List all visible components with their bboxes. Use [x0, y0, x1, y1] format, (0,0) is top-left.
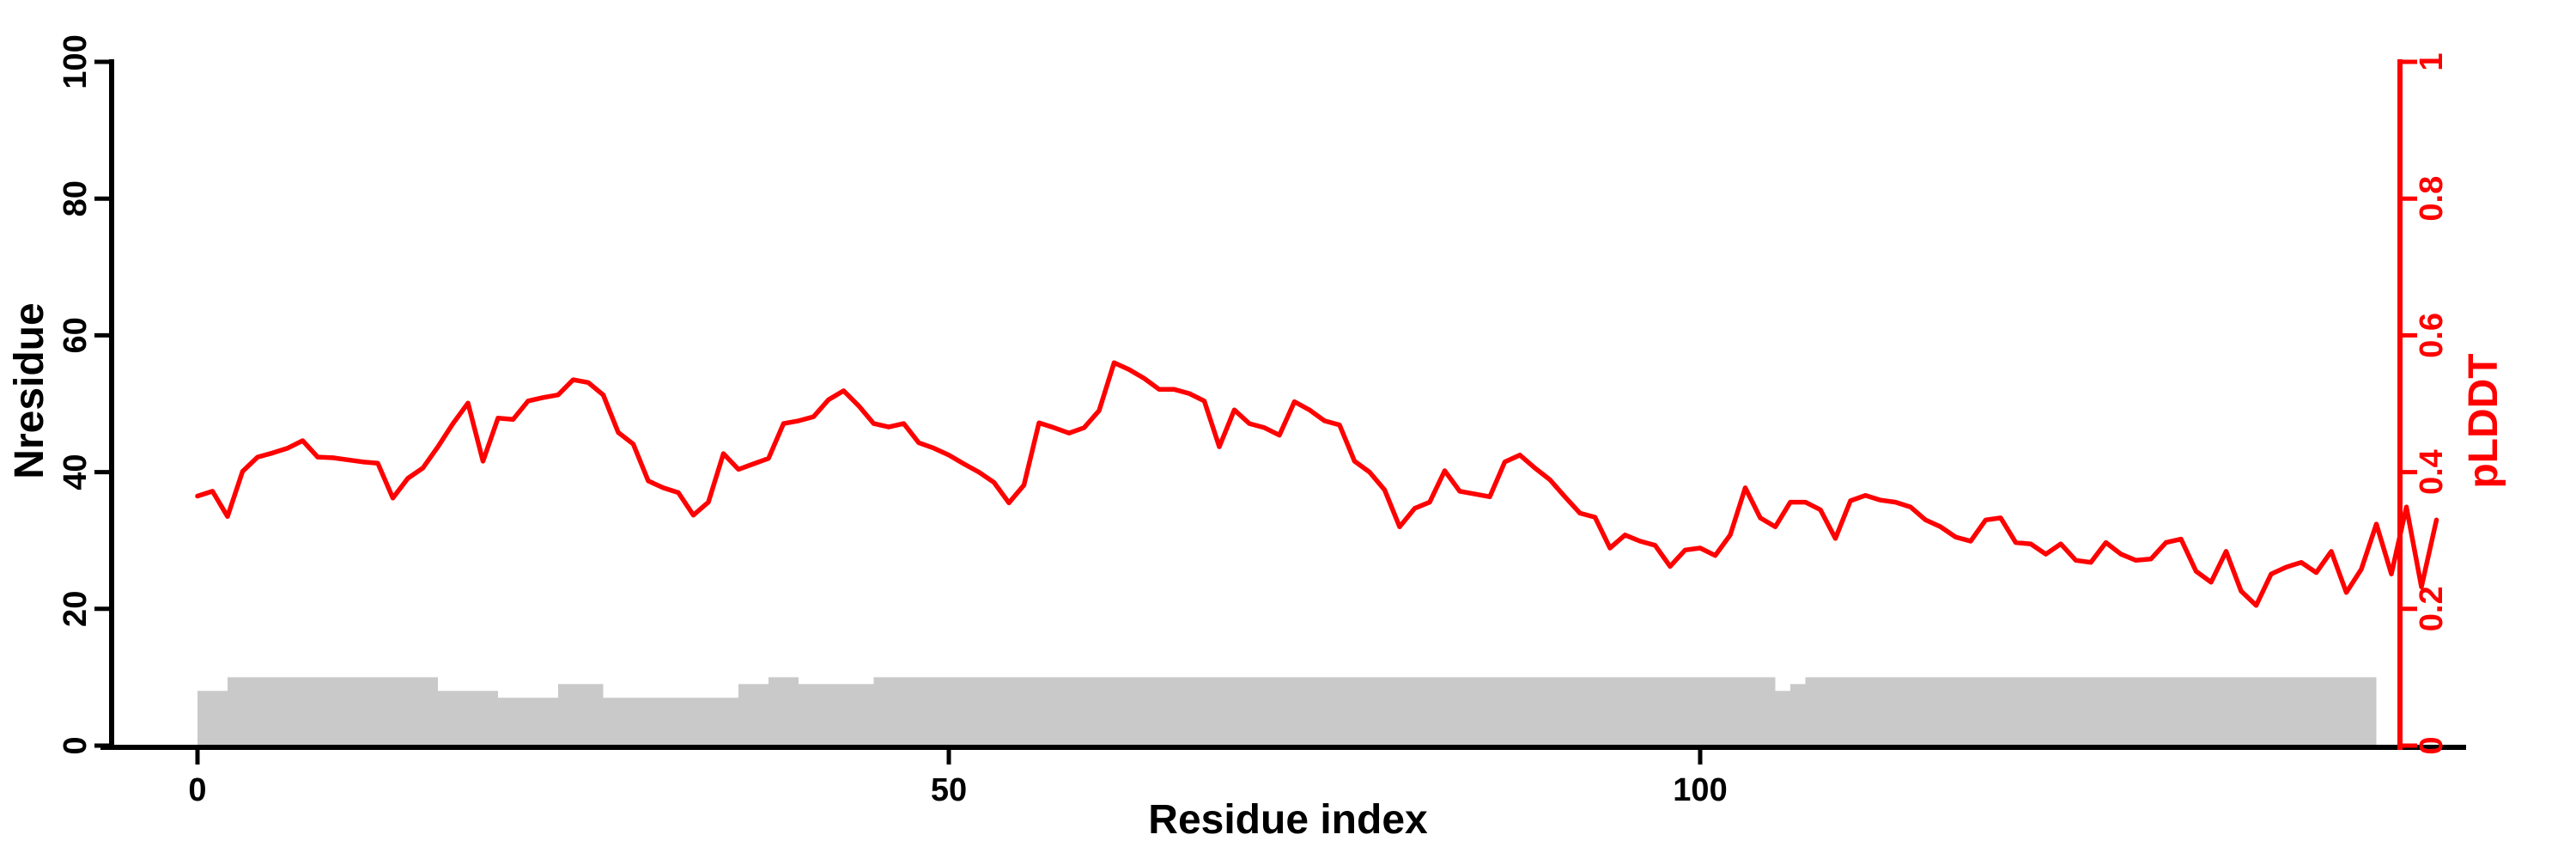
- nresidue-bar-segment: [228, 677, 438, 747]
- nresidue-bar-segment: [769, 677, 799, 747]
- left-axis-title: Nresidue: [7, 302, 52, 478]
- nresidue-bar-segment: [498, 698, 558, 747]
- right-axis-tick-label: 0: [2414, 736, 2450, 754]
- x-axis-title: Residue index: [1148, 797, 1428, 843]
- nresidue-bar-segment: [873, 677, 1776, 747]
- nresidue-bar-segment: [738, 684, 769, 747]
- right-axis-tick-label: 1: [2414, 52, 2450, 70]
- nresidue-bar-segment: [799, 684, 874, 747]
- nresidue-bar-segment: [1805, 677, 2377, 747]
- axes-layer: [94, 59, 2466, 765]
- nresidue-bar-segment: [603, 698, 738, 747]
- x-axis-tick-label: 50: [931, 772, 967, 808]
- right-axis-title: pLDDT: [2461, 353, 2506, 488]
- nresidue-bar-segment: [1790, 684, 1806, 747]
- x-axis-tick-label: 100: [1673, 772, 1727, 808]
- left-axis-tick-label: 80: [58, 180, 94, 216]
- nresidue-bar-segment: [197, 691, 228, 747]
- left-axis-tick-label: 0: [58, 736, 94, 754]
- left-axis-tick-label: 20: [58, 591, 94, 627]
- right-axis-tick-label: 0.4: [2414, 449, 2450, 495]
- right-axis-tick-label: 0.6: [2414, 313, 2450, 358]
- plddt-line: [195, 360, 2439, 608]
- plddt-line-layer: [195, 360, 2439, 608]
- right-axis-tick-label: 0.2: [2414, 586, 2450, 631]
- nresidue-bars-layer: [197, 677, 2377, 747]
- right-axis-tick-label: 0.8: [2414, 176, 2450, 222]
- nresidue-bar-segment: [558, 684, 604, 747]
- left-axis-tick-label: 40: [58, 454, 94, 490]
- x-axis-tick-label: 0: [188, 772, 206, 808]
- left-axis-tick-label: 60: [58, 317, 94, 353]
- tick-labels-layer: 0 50 100 0 20 40 60 80 100 0 0.2 0.4 0.6 0.8 1: [58, 34, 2450, 808]
- left-axis-tick-label: 100: [58, 34, 94, 88]
- nresidue-bar-segment: [1775, 691, 1790, 747]
- nresidue-bar-segment: [438, 691, 498, 747]
